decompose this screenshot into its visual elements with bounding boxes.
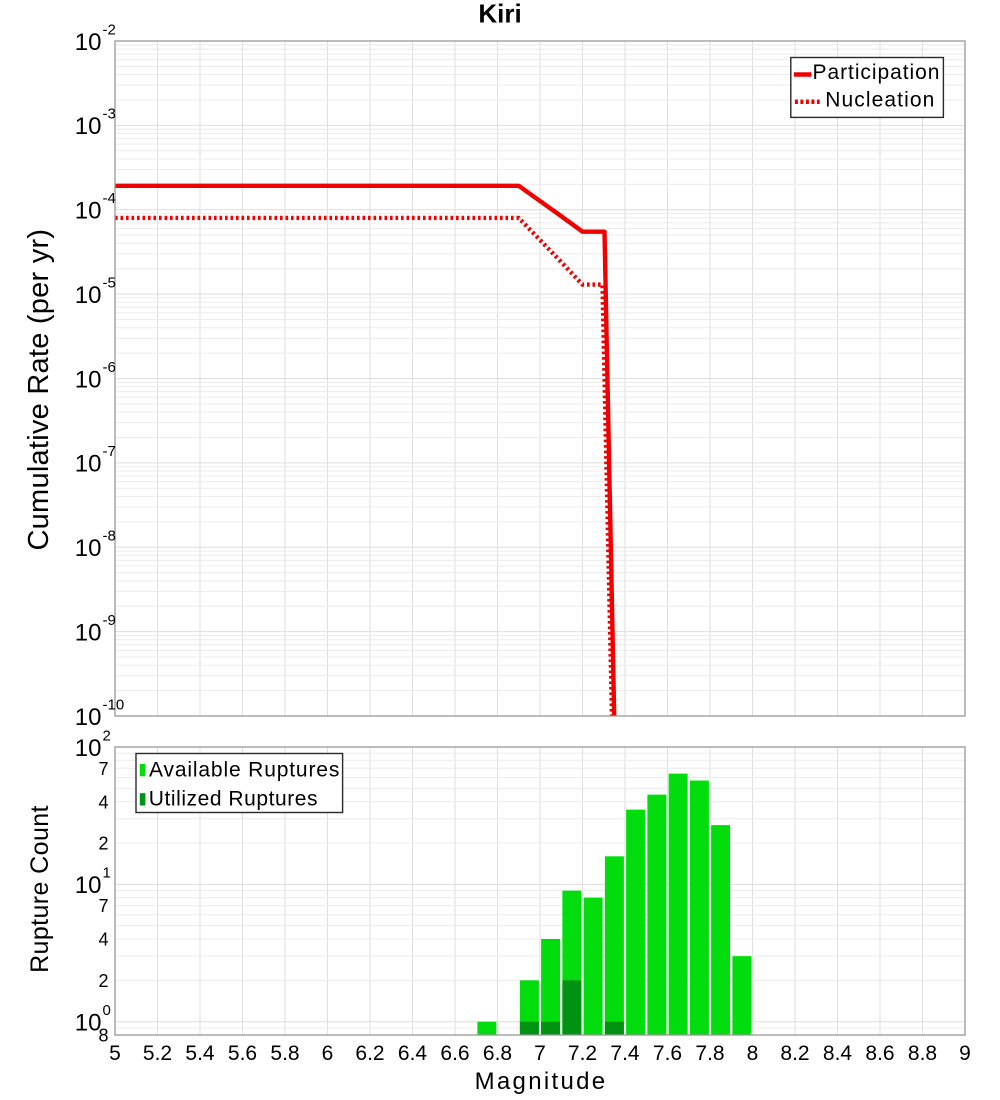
svg-text:10: 10 — [75, 113, 102, 140]
svg-text:7: 7 — [98, 759, 108, 779]
svg-text:10: 10 — [75, 366, 102, 393]
svg-text:2: 2 — [103, 727, 111, 744]
svg-text:8.2: 8.2 — [780, 1042, 809, 1065]
svg-text:10: 10 — [75, 535, 102, 562]
svg-text:-4: -4 — [103, 190, 116, 207]
svg-text:5.2: 5.2 — [143, 1042, 172, 1065]
svg-text:Utilized Ruptures: Utilized Ruptures — [149, 788, 318, 811]
svg-text:Participation: Participation — [813, 61, 941, 84]
svg-text:Available Ruptures: Available Ruptures — [149, 758, 340, 781]
svg-text:8.8: 8.8 — [908, 1042, 937, 1065]
svg-text:-6: -6 — [103, 359, 116, 376]
svg-text:4: 4 — [98, 792, 108, 812]
svg-text:-7: -7 — [103, 443, 116, 460]
svg-text:6.8: 6.8 — [483, 1042, 512, 1065]
svg-text:Rupture Count: Rupture Count — [26, 805, 54, 973]
svg-text:5.4: 5.4 — [185, 1042, 215, 1065]
svg-text:9: 9 — [959, 1042, 971, 1065]
svg-text:5.8: 5.8 — [270, 1042, 299, 1065]
svg-text:10: 10 — [75, 704, 102, 731]
svg-text:7: 7 — [98, 896, 108, 916]
svg-text:8: 8 — [747, 1042, 759, 1065]
svg-text:2: 2 — [98, 834, 108, 854]
svg-text:7.4: 7.4 — [610, 1042, 640, 1065]
svg-text:Nucleation: Nucleation — [825, 88, 935, 111]
svg-text:-5: -5 — [103, 274, 116, 291]
svg-text:6.2: 6.2 — [355, 1042, 384, 1065]
svg-text:10: 10 — [75, 29, 102, 56]
svg-text:10: 10 — [75, 451, 102, 478]
svg-text:8.4: 8.4 — [823, 1042, 853, 1065]
svg-text:7.8: 7.8 — [695, 1042, 724, 1065]
svg-text:Cumulative Rate (per yr): Cumulative Rate (per yr) — [23, 229, 55, 551]
svg-text:Kiri: Kiri — [478, 0, 521, 29]
svg-text:0: 0 — [103, 1002, 111, 1019]
svg-text:-10: -10 — [103, 696, 125, 713]
svg-text:6.6: 6.6 — [440, 1042, 469, 1065]
svg-text:4: 4 — [98, 930, 108, 950]
svg-text:1: 1 — [103, 865, 111, 882]
svg-text:-2: -2 — [103, 21, 116, 38]
svg-text:10: 10 — [75, 282, 102, 309]
svg-text:10: 10 — [75, 1009, 102, 1036]
svg-text:5: 5 — [109, 1042, 121, 1065]
svg-text:7.6: 7.6 — [653, 1042, 682, 1065]
svg-text:7.2: 7.2 — [568, 1042, 597, 1065]
svg-text:6: 6 — [322, 1042, 334, 1065]
svg-text:8: 8 — [98, 1026, 108, 1046]
svg-text:Magnitude: Magnitude — [475, 1068, 608, 1095]
svg-text:5.6: 5.6 — [228, 1042, 257, 1065]
svg-text:10: 10 — [75, 619, 102, 646]
svg-text:10: 10 — [75, 735, 102, 762]
svg-text:-8: -8 — [103, 528, 116, 545]
svg-text:10: 10 — [75, 198, 102, 225]
svg-text:-9: -9 — [103, 612, 116, 629]
svg-text:2: 2 — [98, 971, 108, 991]
svg-text:10: 10 — [75, 872, 102, 899]
svg-text:6.4: 6.4 — [398, 1042, 428, 1065]
svg-text:7: 7 — [534, 1042, 546, 1065]
svg-text:8.6: 8.6 — [865, 1042, 894, 1065]
svg-text:-3: -3 — [103, 106, 116, 123]
